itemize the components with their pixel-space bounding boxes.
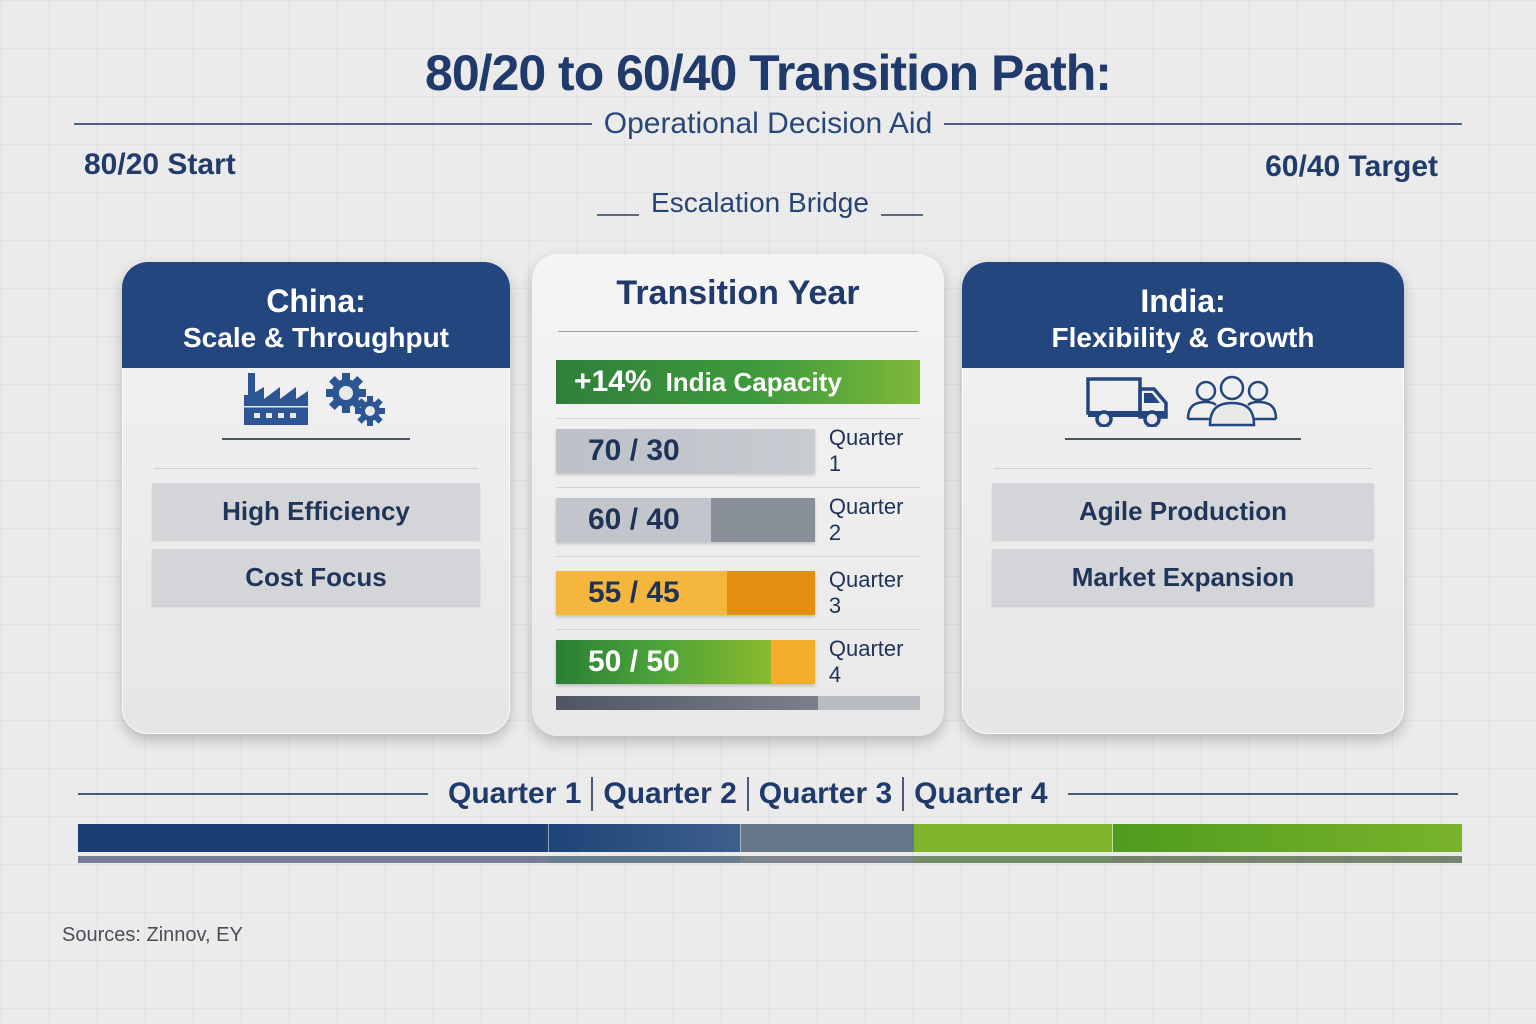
- progress-remaining: [818, 696, 920, 710]
- quarter-label: Quarter 4: [828, 636, 904, 687]
- india-card-title: India:: [1140, 283, 1226, 319]
- timeline-quarter-2: Quarter 2: [603, 777, 737, 810]
- sources-note: Sources: Zinnov, EY: [62, 924, 243, 946]
- start-label: 80/20 Start: [84, 148, 236, 181]
- timeline-shadow-segment: [914, 856, 1112, 863]
- timeline-shadow-segment: [1112, 856, 1462, 863]
- china-icons: [122, 373, 510, 432]
- card-divider: [154, 468, 478, 469]
- china-share-segment: [556, 571, 727, 615]
- escalation-bridge-label: Escalation Bridge: [651, 187, 869, 218]
- india-share-segment: [556, 640, 771, 684]
- india-capacity-banner: +14% India Capacity: [556, 360, 920, 404]
- ratio-bar-q1: 70 / 30: [556, 429, 815, 473]
- china-card-header: China: Scale & Throughput: [122, 262, 510, 368]
- people-icon: [1184, 375, 1280, 432]
- quarter-label: Quarter 1: [828, 425, 904, 476]
- escalation-bridge-row: Escalation Bridge: [570, 183, 950, 223]
- transition-year-title: Transition Year: [616, 274, 860, 312]
- timeline-bar: [78, 824, 1462, 852]
- icon-underline: [222, 438, 410, 440]
- timeline-segment-3: [740, 824, 914, 852]
- divider-line: [944, 123, 1462, 125]
- china-card-title: China:: [266, 283, 366, 319]
- subtitle-row: Operational Decision Aid: [74, 104, 1462, 144]
- china-card: China: Scale & Throughput: [122, 262, 510, 734]
- ratio-bar-q3: 55 / 45: [556, 571, 815, 615]
- quarter-label: Quarter 3: [828, 567, 904, 618]
- ratio-value: 60 / 40: [588, 503, 680, 536]
- separator: [746, 777, 749, 811]
- icon-underline: [1065, 438, 1301, 440]
- gears-icon: [324, 371, 390, 432]
- quarter-row: 55 / 45 Quarter 3: [556, 567, 920, 618]
- page-subtitle: Operational Decision Aid: [603, 107, 933, 140]
- divider-line: [556, 556, 920, 557]
- target-label: 60/40 Target: [1265, 150, 1438, 183]
- divider-dash: [880, 214, 923, 216]
- feature-market-expansion: Market Expansion: [992, 549, 1374, 605]
- divider-line: [558, 331, 918, 332]
- quarter-row: 60 / 40 Quarter 2: [556, 494, 920, 545]
- timeline-segment-2: [548, 824, 740, 852]
- divider-line: [74, 123, 592, 125]
- china-share-segment: [556, 498, 712, 542]
- timeline-shadow-bar: [78, 856, 1462, 863]
- divider-line: [556, 629, 920, 630]
- feature-high-efficiency: High Efficiency: [152, 483, 480, 539]
- india-share-segment: [726, 571, 815, 615]
- ratio-value: 50 / 50: [588, 645, 680, 678]
- timeline-quarter-labels: Quarter 1 Quarter 2 Quarter 3 Quarter 4: [78, 772, 1458, 816]
- factory-icon: [242, 371, 310, 432]
- quarter-label: Quarter 2: [828, 494, 904, 545]
- india-capacity-label: India Capacity: [665, 366, 842, 397]
- china-share-segment: [770, 640, 815, 684]
- feature-agile-production: Agile Production: [992, 483, 1374, 539]
- india-card: India: Flexibility & Growth: [962, 262, 1404, 734]
- page-title: 80/20 to 60/40 Transition Path:: [425, 45, 1112, 101]
- timeline-shadow-segment: [548, 856, 740, 863]
- timeline-quarter-3: Quarter 3: [758, 777, 893, 810]
- card-divider: [994, 468, 1372, 469]
- feature-cost-focus: Cost Focus: [152, 549, 480, 605]
- timeline-segment-1: [78, 824, 548, 852]
- divider-line: [1067, 793, 1458, 795]
- ratio-bar-fill: [556, 429, 815, 473]
- ratio-value: 70 / 30: [588, 434, 680, 467]
- timeline-quarter-1: Quarter 1: [448, 777, 582, 810]
- quarter-row: 70 / 30 Quarter 1: [556, 425, 920, 476]
- quarter-row: 50 / 50 Quarter 4: [556, 636, 920, 687]
- ratio-bar-q4: 50 / 50: [556, 640, 815, 684]
- china-card-subtitle: Scale & Throughput: [183, 322, 449, 353]
- timeline-shadow-segment: [740, 856, 914, 863]
- divider-line: [556, 418, 920, 419]
- ratio-value: 55 / 45: [588, 576, 680, 609]
- timeline-segment-5: [1112, 824, 1462, 852]
- divider-line: [556, 487, 920, 488]
- timeline-shadow-segment: [78, 856, 548, 863]
- divider-line: [78, 793, 428, 795]
- divider-dash: [597, 214, 640, 216]
- overall-progress-bar: [556, 696, 920, 710]
- india-card-header: India: Flexibility & Growth: [962, 262, 1404, 368]
- progress-fill: [556, 696, 819, 710]
- truck-icon: [1086, 377, 1170, 432]
- separator: [591, 777, 594, 811]
- india-capacity-value: +14%: [574, 365, 652, 398]
- ratio-bar-q2: 60 / 40: [556, 498, 815, 542]
- timeline-quarter-4: Quarter 4: [914, 777, 1048, 810]
- transition-year-card: Transition Year +14% India Capacity 70 /…: [532, 254, 944, 736]
- separator: [902, 777, 905, 811]
- india-icons: [962, 375, 1404, 432]
- india-share-segment: [711, 498, 815, 542]
- india-card-subtitle: Flexibility & Growth: [1051, 322, 1315, 353]
- timeline-segment-4: [914, 824, 1112, 852]
